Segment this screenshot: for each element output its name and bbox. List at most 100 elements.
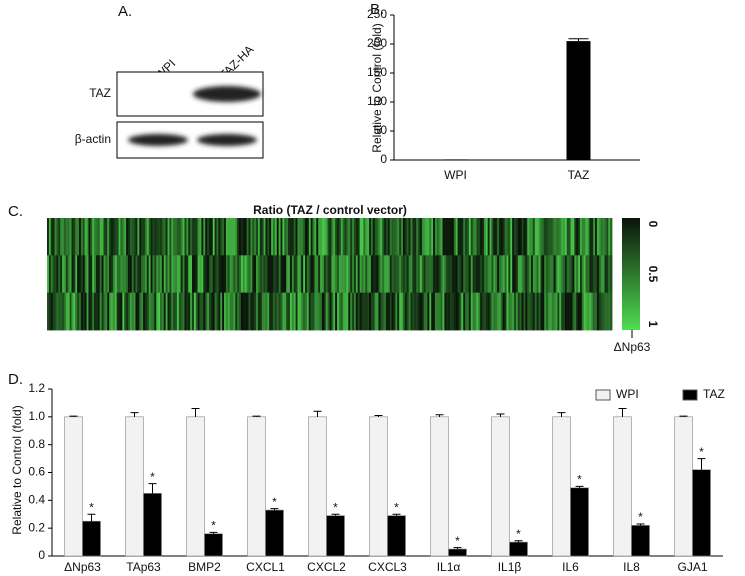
heatmap-cell (438, 255, 442, 294)
heatmap-cell (84, 292, 87, 331)
heatmap-cell (143, 218, 146, 256)
heatmap-cell (203, 292, 206, 331)
heatmap-cell (146, 218, 150, 256)
panel-label: D. (8, 371, 23, 388)
heatmap-cell (480, 218, 483, 256)
heatmap-cell (425, 218, 428, 256)
heatmap-cell (178, 255, 182, 294)
panel-label: C. (8, 203, 23, 220)
heatmap-cell (280, 292, 283, 331)
heatmap-cell (175, 255, 178, 294)
heatmap-cell (438, 292, 442, 331)
heatmap-cell (355, 218, 359, 256)
heatmap-cell (397, 292, 400, 331)
heatmap-cell (261, 255, 264, 294)
heatmap-cell (246, 292, 249, 331)
heatmap-cell (376, 255, 379, 294)
heatmap-cell (112, 218, 116, 256)
heatmap-cell (350, 255, 353, 294)
heatmap-cell (195, 218, 199, 256)
heatmap-cell (239, 218, 242, 256)
heatmap-cell (421, 292, 425, 331)
heatmap-cell (144, 255, 148, 294)
heatmap-cell (176, 255, 180, 294)
heatmap-cell (148, 292, 151, 331)
heatmap-cell (536, 292, 539, 331)
heatmap-cell (201, 255, 204, 294)
heatmap-cell (578, 292, 581, 331)
heatmap-cell (274, 255, 278, 294)
bar (265, 509, 284, 557)
heatmap-cell (474, 218, 477, 256)
heatmap-cell (532, 255, 536, 294)
heatmap-cell (137, 255, 140, 294)
heatmap-cell (446, 218, 449, 256)
heatmap-cell (178, 218, 182, 256)
heatmap-cell (235, 255, 238, 294)
heatmap-cell (146, 255, 150, 294)
heatmap-cell (195, 292, 199, 331)
heatmap-cell (193, 218, 197, 256)
heatmap-cell (225, 292, 229, 331)
heatmap-cell (293, 218, 296, 256)
heatmap-cell (463, 218, 466, 256)
heatmap-cell (444, 255, 447, 294)
heatmap-cell (542, 255, 545, 294)
heatmap-cell (598, 255, 602, 294)
heatmap-cell (235, 292, 238, 331)
heatmap-cell (127, 255, 131, 294)
heatmap-cell (442, 292, 445, 331)
heatmap-cell (419, 255, 423, 294)
heatmap-cell (566, 255, 570, 294)
heatmap-cell (197, 218, 200, 256)
heatmap-cell (318, 292, 321, 331)
error-bar (453, 547, 462, 550)
colorbar-tick-label: 0.5 (646, 266, 660, 283)
heatmap-cell (482, 292, 485, 331)
heatmap-cell (608, 292, 611, 331)
heatmap-cell (109, 218, 112, 256)
heatmap-cell (361, 218, 364, 256)
heatmap-cell (370, 255, 374, 294)
heatmap-cell (399, 292, 402, 331)
heatmap-cell (122, 292, 125, 331)
heatmap-cell (205, 218, 208, 256)
y-tick-label: 250 (367, 7, 387, 21)
bar (570, 487, 589, 557)
heatmap-cell (305, 292, 308, 331)
heatmap-cell (453, 292, 457, 331)
heatmap-cell (547, 255, 551, 294)
heatmap-cell (419, 292, 423, 331)
heatmap-cell (495, 218, 498, 256)
heatmap-cell (563, 218, 566, 256)
heatmap-cell (372, 218, 376, 256)
heatmap-cell (499, 218, 502, 256)
heatmap-cell (244, 255, 248, 294)
heatmap-cell (527, 255, 530, 294)
heatmap-cell (318, 218, 321, 256)
heatmap-cell (127, 292, 131, 331)
heatmap-cell (325, 218, 329, 256)
heatmap-cell (118, 255, 121, 294)
heatmap-cell (75, 255, 78, 294)
error-bar (331, 513, 340, 516)
heatmap-cell (114, 255, 118, 294)
heatmap-cell (193, 255, 197, 294)
heatmap-cell (410, 218, 413, 256)
heatmap-cell (549, 255, 553, 294)
heatmap-cell (199, 218, 202, 256)
heatmap-cell (425, 255, 428, 294)
heatmap-cell (538, 218, 541, 256)
heatmap-cell (429, 292, 432, 331)
heatmap-cell (369, 255, 372, 294)
heatmap-cell (547, 292, 551, 331)
heatmap-cell (288, 218, 291, 256)
heatmap-cell (280, 218, 283, 256)
heatmap-cell (124, 218, 127, 256)
panel-label: A. (118, 3, 132, 20)
significance-mark: * (455, 534, 460, 548)
heatmap-cell (154, 255, 157, 294)
heatmap-cell (525, 255, 528, 294)
error-bar (496, 413, 505, 417)
heatmap-cell (227, 292, 231, 331)
